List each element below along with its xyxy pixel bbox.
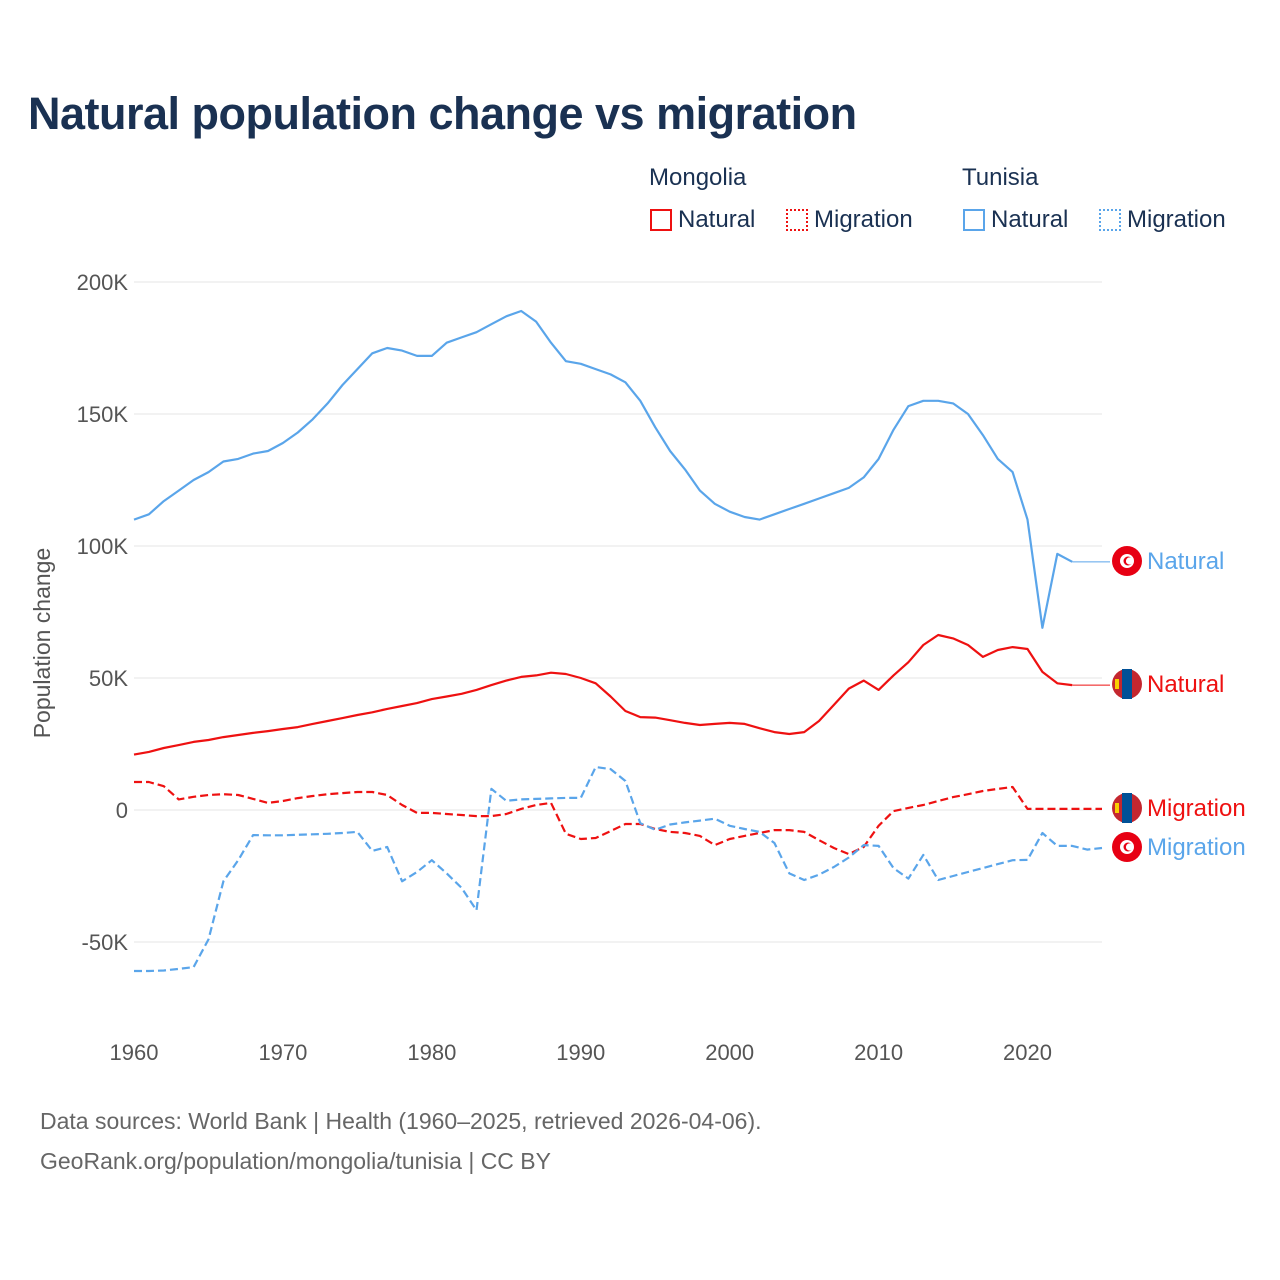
legend-tunisia-natural[interactable]: Natural bbox=[963, 206, 1068, 234]
legend-swatch bbox=[786, 209, 808, 231]
tunisia-flag-icon bbox=[1112, 546, 1142, 576]
y-tick-label: -50K bbox=[82, 930, 129, 955]
end-label: Migration bbox=[1147, 795, 1246, 822]
legend-group-tunisia: Tunisia bbox=[962, 164, 1039, 191]
flag-soyombo bbox=[1115, 679, 1119, 689]
x-tick-label: 1970 bbox=[258, 1040, 307, 1065]
x-tick-label: 2000 bbox=[705, 1040, 754, 1065]
y-tick-label: 100K bbox=[77, 534, 129, 559]
end-label: Natural bbox=[1147, 548, 1224, 575]
y-tick-label: 150K bbox=[77, 402, 129, 427]
flag-soyombo bbox=[1115, 803, 1119, 813]
legend-label: Migration bbox=[1127, 206, 1226, 233]
mongolia-flag-icon bbox=[1112, 793, 1142, 823]
series-line-tunisia-migration bbox=[134, 765, 1103, 973]
x-tick-label: 1960 bbox=[110, 1040, 159, 1065]
mongolia-flag-icon bbox=[1112, 669, 1142, 699]
series-line-mongolia-migration bbox=[134, 780, 1102, 856]
end-label: Natural bbox=[1147, 671, 1224, 698]
series-line-tunisia-natural bbox=[133, 309, 1073, 629]
legend-label: Natural bbox=[678, 206, 756, 233]
x-tick-label: 1980 bbox=[407, 1040, 456, 1065]
flag-crescent-cut bbox=[1125, 557, 1134, 565]
tunisia-flag-icon bbox=[1112, 832, 1142, 862]
legend-label: Migration bbox=[814, 206, 913, 233]
flag-stripe bbox=[1122, 793, 1132, 823]
series-line-mongolia-natural bbox=[133, 633, 1073, 756]
legend-label: Natural bbox=[991, 206, 1069, 233]
flag-stripe bbox=[1122, 669, 1132, 699]
x-tick-label: 1990 bbox=[556, 1040, 605, 1065]
legend-mongolia-natural[interactable]: Natural bbox=[650, 206, 755, 234]
source-line-1: Data sources: World Bank | Health (1960–… bbox=[40, 1108, 762, 1134]
legend-swatch bbox=[650, 209, 672, 231]
end-label: Migration bbox=[1147, 834, 1246, 861]
y-tick-label: 200K bbox=[77, 270, 129, 295]
source-line-2: GeoRank.org/population/mongolia/tunisia … bbox=[40, 1148, 551, 1174]
y-axis-label: Population change bbox=[29, 548, 55, 739]
y-tick-label: 50K bbox=[89, 666, 128, 691]
legend-mongolia-migration[interactable]: Migration bbox=[786, 206, 913, 234]
legend-swatch bbox=[963, 209, 985, 231]
legend-group-mongolia: Mongolia bbox=[649, 164, 747, 191]
x-tick-label: 2010 bbox=[854, 1040, 903, 1065]
y-tick-label: 0 bbox=[116, 798, 128, 823]
x-tick-label: 2020 bbox=[1003, 1040, 1052, 1065]
flag-crescent-cut bbox=[1125, 843, 1134, 851]
legend-swatch bbox=[1099, 209, 1121, 231]
legend-tunisia-migration[interactable]: Migration bbox=[1099, 206, 1226, 234]
chart-title: Natural population change vs migration bbox=[28, 88, 857, 139]
